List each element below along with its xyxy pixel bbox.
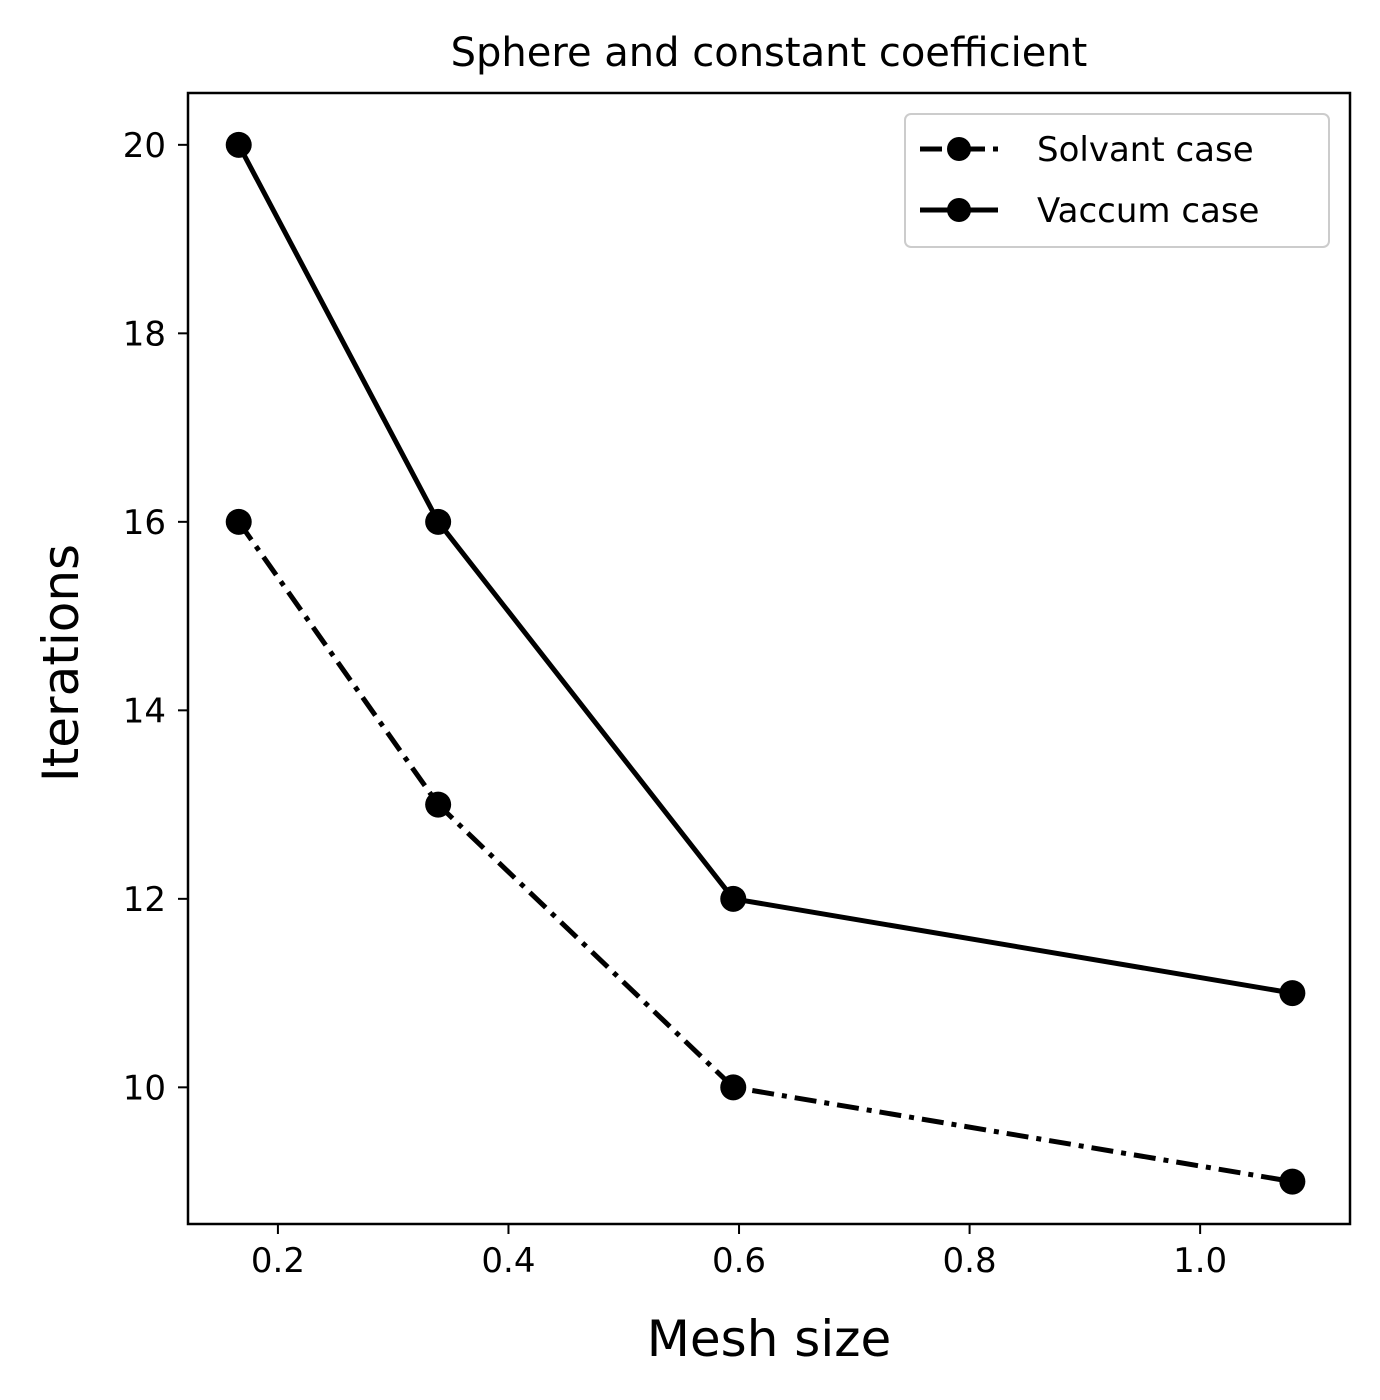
y-axis-ticks: 10 12 14 16 18 20 — [123, 126, 188, 1108]
y-axis-label: Iterations — [32, 544, 90, 782]
series-point-0 — [225, 508, 252, 535]
legend-marker-vaccum — [947, 198, 971, 222]
x-tick-label: 0.4 — [481, 1241, 535, 1281]
x-tick-label: 1.0 — [1173, 1241, 1227, 1281]
series-point-0 — [425, 791, 452, 818]
y-tick-label: 16 — [123, 503, 166, 543]
x-axis-label: Mesh size — [647, 1310, 891, 1368]
y-tick-label: 10 — [123, 1068, 166, 1108]
chart-title: Sphere and constant coefficient — [451, 30, 1088, 76]
series-layer — [225, 131, 1306, 1195]
y-tick-label: 12 — [123, 880, 166, 920]
y-tick-label: 14 — [123, 691, 166, 731]
series-line-0 — [236, 520, 1293, 1185]
series-point-1 — [1279, 980, 1306, 1007]
plot-frame — [186, 91, 1352, 1226]
series-point-0 — [720, 1074, 747, 1101]
legend: Solvant case Vaccum case — [904, 113, 1330, 248]
plot-area — [186, 91, 1352, 1226]
y-tick-label: 18 — [123, 314, 166, 354]
legend-box — [904, 113, 1330, 248]
x-tick-label: 0.2 — [251, 1241, 305, 1281]
series-point-1 — [225, 131, 252, 158]
y-tick-label: 20 — [123, 126, 166, 166]
series-line-1 — [236, 143, 1293, 996]
series-point-0 — [1279, 1168, 1306, 1195]
series-point-1 — [425, 508, 452, 535]
legend-label-vaccum: Vaccum case — [1037, 191, 1259, 231]
x-tick-label: 0.6 — [712, 1241, 766, 1281]
x-axis-ticks: 0.2 0.4 0.6 0.8 1.0 — [251, 1224, 1227, 1281]
series-point-1 — [720, 885, 747, 912]
legend-label-solvant: Solvant case — [1037, 130, 1254, 170]
legend-marker-solvant — [947, 137, 971, 161]
x-tick-label: 0.8 — [943, 1241, 997, 1281]
